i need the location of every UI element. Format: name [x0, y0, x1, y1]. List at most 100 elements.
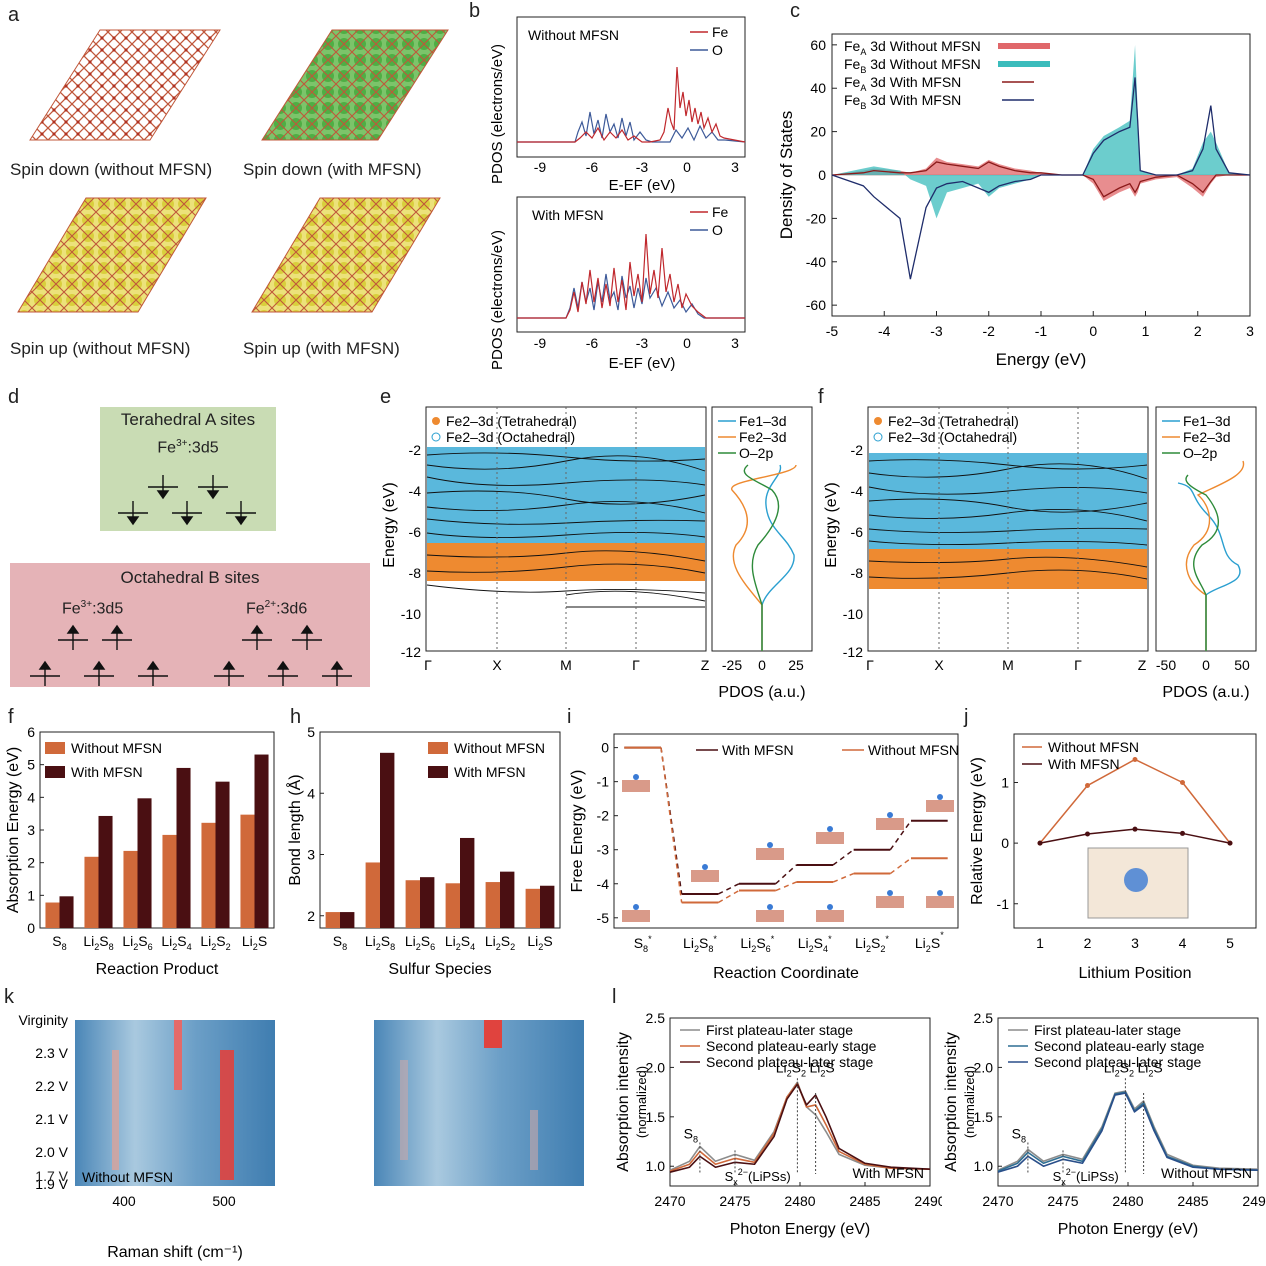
f-bar-0-3 [162, 834, 177, 928]
h-xtick-2: Li2S6 [405, 933, 435, 952]
j-inset-li [1124, 868, 1148, 892]
panel-f-legend-fe2: Fe2–3d [1183, 429, 1230, 445]
f-bar-0-1 [84, 856, 99, 928]
h-bar-1-2 [420, 877, 435, 928]
c-xtick-4: -1 [1035, 323, 1048, 339]
panel-e-k-1: X [492, 657, 502, 673]
c-ytick-1: 40 [810, 80, 826, 96]
panel-k-left-labels: Without MFSN [82, 1169, 173, 1185]
panel-e-pdos-tick-0: -25 [722, 657, 742, 673]
oct2-orbital-4 [268, 660, 298, 686]
c-xtick-5: 0 [1089, 323, 1097, 339]
panel-b-top-xlabel: E-EF (eV) [609, 177, 676, 194]
h-ytick-2: 4 [307, 785, 315, 801]
l2-ytick-1: 2.0 [974, 1059, 994, 1075]
panel-f-k-1: X [934, 657, 944, 673]
h-legend-label-0: Without MFSN [454, 740, 545, 756]
panel-e-ytick-5: -12 [401, 644, 421, 660]
i-structure-li-0 [633, 774, 639, 780]
i-connector-0-5 [889, 820, 912, 851]
panel-b-ylabel-top: PDOS (electrons/eV) [489, 44, 506, 184]
tet-orbital-2 [198, 475, 228, 500]
i-legend-label-0: With MFSN [722, 742, 794, 758]
j-point-1-4 [1227, 840, 1233, 846]
panel-f-ytick-0: -2 [851, 442, 864, 458]
oct1-orbital-3 [30, 660, 60, 686]
f-legend-swatch-0 [45, 742, 65, 754]
chart-free-energy: 0 -1 -2 -3 -4 -5 S8* Li2S8* Li2S6* Li2S4* Li2S2* Li… [569, 733, 959, 982]
l1-xlabel: Photon Energy (eV) [730, 1221, 871, 1238]
panel-label-k: k [4, 986, 14, 1008]
l2-xtick-0: 2470 [982, 1193, 1013, 1209]
c-legend-label-2: FeA 3d With MFSN [844, 74, 961, 93]
panel-f-legend-tetra: Fe2–3d (Tetrahedral) [888, 413, 1019, 429]
c-ytick-0: 60 [810, 37, 826, 53]
l2-corner-label: Without MFSN [1161, 1165, 1252, 1181]
f-legend-swatch-1 [45, 766, 65, 778]
panel-e-pdos-fe2 [731, 464, 797, 651]
i-xtick-5: Li2S* [915, 930, 944, 954]
h-ytick-1: 3 [307, 847, 315, 863]
panel-e-bands: Energy (eV) Fe2–3d (Tetrahedral) Fe2–3d … [381, 406, 813, 701]
panel-label-b: b [469, 0, 481, 22]
oct2-orbital-5 [322, 660, 352, 686]
panel-f-pdos-fe1 [1177, 482, 1241, 651]
panel-b-top-o-curve [517, 111, 746, 143]
l1-ylabel: Absorption intensity [615, 1032, 632, 1172]
l1-line-2 [669, 1083, 931, 1173]
oct2-orbital-3 [214, 660, 244, 686]
c-legend-swatch-0 [998, 43, 1050, 49]
c-xtick-6: 1 [1142, 323, 1150, 339]
l1-ytick-3: 1.0 [646, 1158, 666, 1174]
f-xtick-5: Li2S [242, 933, 267, 952]
panel-e-xlabel: PDOS (a.u.) [718, 684, 805, 701]
panel-e-pdos-tick-2: 25 [788, 657, 804, 673]
l2-xtick-1: 2475 [1047, 1193, 1078, 1209]
panel-e-legend-octa: Fe2–3d (Octahedral) [446, 429, 575, 445]
panel-e-pdos-fe1 [761, 464, 795, 651]
k1-xtick-400: 400 [112, 1193, 136, 1209]
l1-xtick-1: 2475 [719, 1193, 750, 1209]
j-point-1-1 [1085, 831, 1090, 837]
panel-f-k-0: Γ [866, 657, 874, 673]
h-ytick-3: 5 [307, 724, 315, 740]
h-xtick-3: Li2S4 [445, 933, 475, 952]
i-connector-0-3 [775, 864, 797, 885]
raman-map-without [374, 1020, 584, 1186]
h-legend-swatch-0 [428, 742, 448, 754]
raman-without-faint-2 [530, 1110, 538, 1170]
i-structure-li-3 [767, 842, 773, 848]
i-structure-slab-10 [926, 896, 954, 908]
i-structure-slab-8 [876, 896, 904, 908]
panel-b-bottom-xaxis: -9 -6 -3 0 3 [534, 335, 739, 351]
panel-f-pdos-tick-0: -50 [1156, 657, 1176, 673]
f-xlabel: Reaction Product [96, 961, 219, 978]
c-line-3 [831, 77, 1251, 280]
caption-spin-down-without: Spin down (without MFSN) [10, 160, 213, 179]
f-bar-0-2 [123, 850, 138, 928]
h-bar-0-3 [445, 883, 460, 928]
l1-xtick-2: 2480 [784, 1193, 815, 1209]
panel-e-ylabel: Energy (eV) [381, 482, 398, 567]
i-xtick-3: Li2S4* [798, 934, 832, 954]
h-bar-1-1 [380, 752, 395, 928]
c-xtick-0: -5 [826, 323, 839, 339]
i-structure-slab-0 [622, 780, 650, 792]
i-ytick-4: -4 [597, 876, 610, 892]
k1-ytick-0: Virginity [18, 1012, 68, 1028]
lattice-spin-up-without [17, 197, 207, 313]
panel-label-j: j [964, 706, 969, 728]
l1-label-li2s2: Li2S2 [776, 1059, 806, 1078]
i-xtick-2: Li2S6* [740, 934, 774, 954]
j-xlabel: Lithium Position [1079, 965, 1192, 982]
h-xtick-1: Li2S8 [365, 933, 395, 952]
l2-legend-label-2: Second plateau-later stage [1034, 1054, 1202, 1070]
i-ytick-3: -3 [597, 842, 610, 858]
f-ytick-4: 4 [27, 789, 35, 805]
f-ytick-0: 0 [27, 920, 35, 936]
panel-label-c: c [790, 0, 800, 22]
i-structure-li-5 [827, 826, 833, 832]
c-ytick-4: -20 [806, 210, 826, 226]
h-bar-0-5 [525, 888, 540, 928]
panel-f-legend-octa: Fe2–3d (Octahedral) [888, 429, 1017, 445]
